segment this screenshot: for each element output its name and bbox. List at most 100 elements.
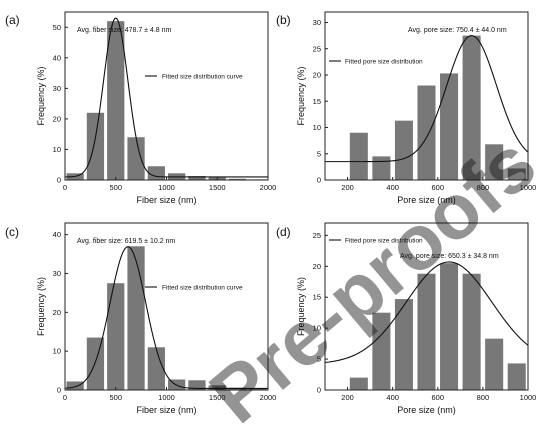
x-tick-label: 800 (477, 183, 490, 192)
y-axis-label: Frequency (%) (296, 277, 306, 336)
histogram-bar (127, 137, 145, 180)
histogram-bar (188, 176, 206, 180)
histogram-bar (394, 299, 413, 390)
x-tick-label: 600 (432, 183, 445, 192)
histogram-bar (372, 156, 391, 181)
legend-label: Fitted size distribution curve (162, 74, 243, 81)
y-tick-label: 10 (313, 123, 321, 132)
legend-label: Fitted pore size distribution (345, 59, 423, 66)
x-tick-label: 1000 (158, 183, 175, 192)
histogram-bar (417, 273, 436, 390)
x-tick-label: 1500 (209, 183, 226, 192)
histogram-bar (372, 312, 391, 390)
fit-curve (324, 261, 529, 364)
x-tick-label: 400 (386, 393, 399, 402)
histogram-bar (107, 283, 125, 390)
x-tick-label: 600 (432, 393, 445, 402)
histogram-bar (507, 168, 526, 180)
y-axis-label: Frequency (%) (36, 277, 46, 336)
x-tick-label: 200 (341, 183, 354, 192)
x-axis-label: Fiber size (nm) (136, 405, 196, 415)
y-tick-label: 25 (313, 231, 321, 240)
y-tick-label: 20 (53, 308, 61, 317)
histogram-bar (127, 246, 145, 390)
panel-label: (a) (5, 13, 20, 27)
histogram-bar (485, 338, 504, 390)
y-tick-label: 15 (313, 293, 321, 302)
average-size-annotation: Avg. pore size: 650.3 ± 34.8 nm (400, 253, 499, 260)
y-axis-label: Frequency (%) (36, 66, 46, 125)
chart-panel-d: 200 400 600 800 1000 0 5 10 15 20 25 Pore size (nm)… (276, 222, 537, 415)
y-tick-label: 30 (313, 18, 321, 27)
y-tick-label: 0 (57, 176, 61, 185)
average-size-annotation: Avg. fiber size: 478.7 ± 4.8 nm (77, 27, 172, 34)
x-axis-label: Pore size (nm) (397, 195, 456, 205)
histogram-bar (86, 337, 105, 390)
panel-label: (b) (276, 13, 291, 27)
x-axis-label: Fiber size (nm) (136, 195, 196, 205)
histogram-bar (394, 120, 413, 180)
y-tick-label: 5 (317, 355, 321, 364)
chart-panel-c: 0 500 1000 1500 2000 0 10 20 30 40 Fiber size (nm)… (5, 222, 277, 415)
x-tick-label: 1000 (520, 183, 537, 192)
histogram-bar (228, 178, 247, 180)
x-tick-label: 2000 (260, 393, 277, 402)
histogram-bar (86, 112, 105, 180)
y-tick-label: 50 (53, 23, 61, 32)
histogram-bar (440, 263, 459, 390)
y-tick-label: 10 (313, 324, 321, 333)
histogram-bar (485, 144, 504, 180)
x-tick-label: 200 (341, 393, 354, 402)
y-tick-label: 40 (53, 53, 61, 62)
histogram-bar (147, 347, 165, 390)
y-tick-label: 20 (313, 262, 321, 271)
fit-curve (64, 17, 268, 178)
y-tick-label: 0 (317, 386, 321, 395)
y-tick-label: 0 (57, 386, 61, 395)
plot-frame (324, 11, 529, 181)
chart-panel-b: 200 400 600 800 1000 0 5 10 15 20 25 30 Pore size (n… (276, 11, 537, 205)
y-tick-label: 15 (313, 97, 321, 106)
legend-label: Fitted pore size distribution (345, 238, 423, 245)
y-tick-label: 30 (53, 269, 61, 278)
histogram-bar (107, 21, 125, 180)
histogram-bar (249, 388, 267, 390)
histogram-bar (417, 85, 436, 180)
histogram-bar (507, 363, 526, 390)
x-tick-label: 0 (63, 183, 67, 192)
panel-label: (d) (276, 225, 291, 239)
histogram-bar (462, 35, 481, 181)
x-tick-label: 1500 (209, 393, 226, 402)
plot-frame (324, 222, 529, 391)
x-tick-label: 0 (63, 393, 67, 402)
y-tick-label: 40 (53, 230, 61, 239)
average-size-annotation: Avg. pore size: 750.4 ± 44.0 nm (408, 27, 507, 34)
x-tick-label: 1000 (520, 393, 537, 402)
fit-curve (325, 35, 529, 163)
y-tick-label: 5 (317, 149, 321, 158)
histogram-bar (462, 273, 481, 390)
y-axis-label: Frequency (%) (296, 66, 306, 125)
fit-curve (64, 246, 268, 389)
panel-label: (c) (5, 225, 19, 239)
histogram-bar (349, 377, 368, 390)
x-axis-label: Pore size (nm) (397, 405, 456, 415)
histogram-bar (66, 381, 84, 390)
y-tick-label: 25 (313, 44, 321, 53)
x-tick-label: 500 (109, 393, 122, 402)
legend-label: Fitted size distribution curve (162, 285, 243, 292)
average-size-annotation: Avg. fiber size: 619.5 ± 10.2 nm (77, 238, 175, 245)
y-tick-label: 30 (53, 84, 61, 93)
x-tick-label: 400 (386, 183, 399, 192)
y-tick-label: 10 (53, 145, 61, 154)
y-tick-label: 20 (313, 71, 321, 80)
y-tick-label: 10 (53, 347, 61, 356)
x-tick-label: 1000 (158, 393, 175, 402)
histogram-bar (349, 132, 368, 180)
histogram-bar (188, 380, 206, 390)
x-tick-label: 500 (109, 183, 122, 192)
chart-panel-a: 0 500 1000 1500 2000 0 10 20 30 40 50 Fiber size (n… (5, 11, 276, 205)
y-tick-label: 20 (53, 114, 61, 123)
